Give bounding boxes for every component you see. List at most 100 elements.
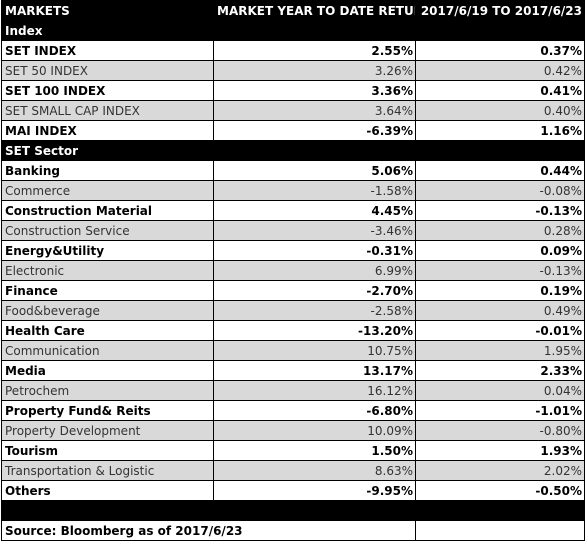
section-header-row: Index bbox=[1, 20, 585, 41]
market-name-cell: MAI INDEX bbox=[1, 120, 214, 141]
week-return-cell: -0.13% bbox=[415, 200, 585, 221]
section-title: SET Sector bbox=[1, 140, 585, 161]
spacer-cell bbox=[1, 500, 585, 521]
table-row: Food&beverage -2.58% 0.49% bbox=[1, 300, 585, 321]
week-return-cell: 0.42% bbox=[415, 60, 585, 81]
table-row: SET 100 INDEX 3.36% 0.41% bbox=[1, 80, 585, 101]
table-row: SET 50 INDEX 3.26% 0.42% bbox=[1, 60, 585, 81]
week-return-cell: 0.09% bbox=[415, 240, 585, 261]
market-name-cell: Health Care bbox=[1, 320, 214, 341]
week-return-cell: 1.93% bbox=[415, 440, 585, 461]
table-row: Petrochem 16.12% 0.04% bbox=[1, 380, 585, 401]
week-return-cell: 2.33% bbox=[415, 360, 585, 381]
ytd-return-cell: 3.64% bbox=[213, 100, 416, 121]
week-return-cell: 0.04% bbox=[415, 380, 585, 401]
ytd-return-cell: 5.06% bbox=[213, 160, 416, 181]
market-name-cell: Energy&Utility bbox=[1, 240, 214, 261]
table-row: Media 13.17% 2.33% bbox=[1, 360, 585, 381]
market-name-cell: Construction Service bbox=[1, 220, 214, 241]
market-name-cell: Food&beverage bbox=[1, 300, 214, 321]
ytd-return-cell: 6.99% bbox=[213, 260, 416, 281]
table-row: SET INDEX 2.55% 0.37% bbox=[1, 40, 585, 61]
table-row: Energy&Utility -0.31% 0.09% bbox=[1, 240, 585, 261]
week-return-cell: 0.44% bbox=[415, 160, 585, 181]
week-return-cell: 1.95% bbox=[415, 340, 585, 361]
market-name-cell: SET INDEX bbox=[1, 40, 214, 61]
market-name-cell: Communication bbox=[1, 340, 214, 361]
table-row: Banking 5.06% 0.44% bbox=[1, 160, 585, 181]
ytd-return-cell: 3.26% bbox=[213, 60, 416, 81]
table-header-row: MARKETS MARKET YEAR TO DATE RETURN 2017/… bbox=[1, 0, 585, 21]
ytd-return-cell: 8.63% bbox=[213, 460, 416, 481]
market-name-cell: Electronic bbox=[1, 260, 214, 281]
market-name-cell: Property Development bbox=[1, 420, 214, 441]
ytd-return-cell: -6.80% bbox=[213, 400, 416, 421]
section-title: Index bbox=[1, 20, 585, 41]
ytd-return-cell: -9.95% bbox=[213, 480, 416, 501]
source-note: Source: Bloomberg as of 2017/6/23 bbox=[1, 520, 416, 541]
ytd-return-cell: -2.70% bbox=[213, 280, 416, 301]
market-name-cell: Transportation & Logistic bbox=[1, 460, 214, 481]
table-row: Construction Material 4.45% -0.13% bbox=[1, 200, 585, 221]
week-return-cell: 1.16% bbox=[415, 120, 585, 141]
week-return-cell: 0.41% bbox=[415, 80, 585, 101]
market-name-cell: Others bbox=[1, 480, 214, 501]
market-name-cell: Media bbox=[1, 360, 214, 381]
ytd-return-cell: -13.20% bbox=[213, 320, 416, 341]
week-return-cell: 2.02% bbox=[415, 460, 585, 481]
header-week-range: 2017/6/19 TO 2017/6/23 bbox=[415, 0, 585, 21]
week-return-cell: -1.01% bbox=[415, 400, 585, 421]
section-header-row: SET Sector bbox=[1, 140, 585, 161]
ytd-return-cell: 4.45% bbox=[213, 200, 416, 221]
ytd-return-cell: 13.17% bbox=[213, 360, 416, 381]
table-row: MAI INDEX -6.39% 1.16% bbox=[1, 120, 585, 141]
ytd-return-cell: 2.55% bbox=[213, 40, 416, 61]
market-name-cell: Construction Material bbox=[1, 200, 214, 221]
week-return-cell: 0.49% bbox=[415, 300, 585, 321]
week-return-cell: -0.80% bbox=[415, 420, 585, 441]
table-row: Transportation & Logistic 8.63% 2.02% bbox=[1, 460, 585, 481]
source-row: Source: Bloomberg as of 2017/6/23 bbox=[1, 520, 585, 541]
week-return-cell: 0.28% bbox=[415, 220, 585, 241]
week-return-cell: 0.37% bbox=[415, 40, 585, 61]
market-name-cell: Banking bbox=[1, 160, 214, 181]
header-markets: MARKETS bbox=[1, 0, 214, 21]
table-row: Property Development 10.09% -0.80% bbox=[1, 420, 585, 441]
week-return-cell: -0.13% bbox=[415, 260, 585, 281]
market-name-cell: Petrochem bbox=[1, 380, 214, 401]
table-row: SET SMALL CAP INDEX 3.64% 0.40% bbox=[1, 100, 585, 121]
ytd-return-cell: 10.75% bbox=[213, 340, 416, 361]
table-row: Others -9.95% -0.50% bbox=[1, 480, 585, 501]
table-row: Construction Service -3.46% 0.28% bbox=[1, 220, 585, 241]
table-row: Tourism 1.50% 1.93% bbox=[1, 440, 585, 461]
market-name-cell: SET SMALL CAP INDEX bbox=[1, 100, 214, 121]
header-ytd-return: MARKET YEAR TO DATE RETURN bbox=[213, 0, 416, 21]
week-return-cell: -0.01% bbox=[415, 320, 585, 341]
market-name-cell: Tourism bbox=[1, 440, 214, 461]
ytd-return-cell: 16.12% bbox=[213, 380, 416, 401]
table-row: Health Care -13.20% -0.01% bbox=[1, 320, 585, 341]
ytd-return-cell: -1.58% bbox=[213, 180, 416, 201]
market-name-cell: SET 100 INDEX bbox=[1, 80, 214, 101]
spacer-row bbox=[1, 500, 585, 521]
table-row: Commerce -1.58% -0.08% bbox=[1, 180, 585, 201]
table-row: Electronic 6.99% -0.13% bbox=[1, 260, 585, 281]
week-return-cell: 0.40% bbox=[415, 100, 585, 121]
table-row: Communication 10.75% 1.95% bbox=[1, 340, 585, 361]
ytd-return-cell: 3.36% bbox=[213, 80, 416, 101]
ytd-return-cell: -2.58% bbox=[213, 300, 416, 321]
market-name-cell: Property Fund& Reits bbox=[1, 400, 214, 421]
ytd-return-cell: 10.09% bbox=[213, 420, 416, 441]
week-return-cell: -0.08% bbox=[415, 180, 585, 201]
ytd-return-cell: -0.31% bbox=[213, 240, 416, 261]
ytd-return-cell: 1.50% bbox=[213, 440, 416, 461]
week-return-cell: -0.50% bbox=[415, 480, 585, 501]
ytd-return-cell: -6.39% bbox=[213, 120, 416, 141]
week-return-cell: 0.19% bbox=[415, 280, 585, 301]
ytd-return-cell: -3.46% bbox=[213, 220, 416, 241]
table-row: Finance -2.70% 0.19% bbox=[1, 280, 585, 301]
table-row: Property Fund& Reits -6.80% -1.01% bbox=[1, 400, 585, 421]
market-name-cell: SET 50 INDEX bbox=[1, 60, 214, 81]
market-name-cell: Finance bbox=[1, 280, 214, 301]
